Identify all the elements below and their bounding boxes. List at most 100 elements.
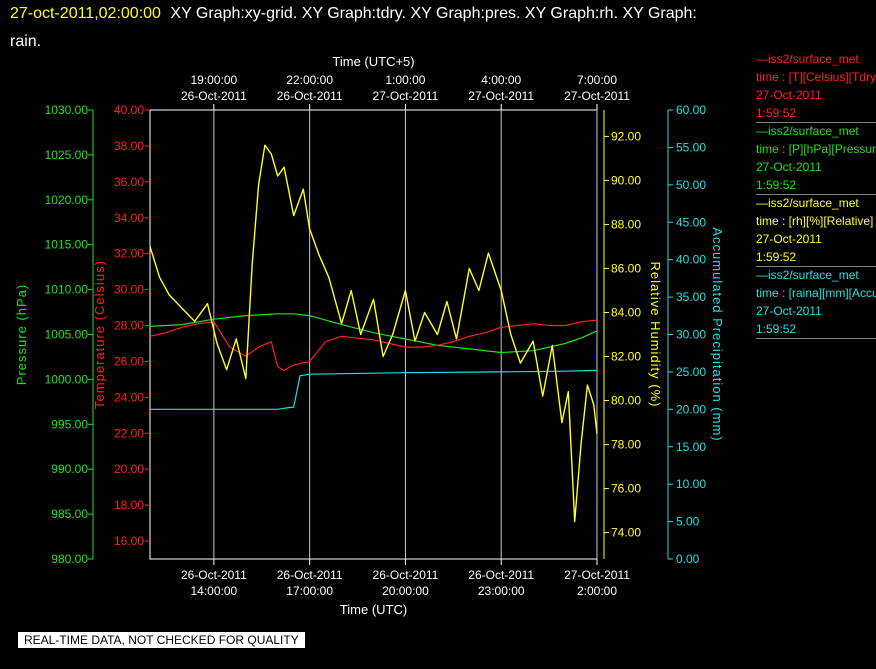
y-tick-label: 60.00 [676, 103, 706, 117]
legend-line: 27-Oct-2011 [756, 160, 822, 174]
y-tick-label: 76.00 [611, 482, 641, 496]
y-tick-label: 92.00 [611, 129, 641, 143]
x2-tick-label-date: 27-Oct-2011 [564, 89, 630, 103]
legend-entry-pressure: —iss2/surface_met time : [P][hPa][Pressu… [756, 122, 876, 195]
y-tick-label: 45.00 [676, 215, 706, 229]
y-tick-label: 1010.00 [45, 283, 89, 297]
x2-tick-label-time: 19:00:00 [190, 73, 237, 87]
x2-tick-label-time: 4:00:00 [481, 73, 521, 87]
y-tick-label: 5.00 [676, 515, 700, 529]
y-tick-label: 86.00 [611, 261, 641, 275]
y-tick-label: 82.00 [611, 350, 641, 364]
x2-tick-label-date: 27-Oct-2011 [373, 89, 439, 103]
x-tick-label-date: 26-Oct-2011 [468, 568, 534, 582]
legend-entry-rh: —iss2/surface_met time : [rh][%][Relativ… [756, 194, 876, 267]
y-tick-label: 1020.00 [45, 193, 89, 207]
x2-tick-label-time: 1:00:00 [385, 73, 425, 87]
y-axis-title: Relative Humidity (%) [648, 262, 663, 408]
y-tick-label: 1030.00 [45, 103, 89, 117]
x-axis-label: Time (UTC) [340, 602, 407, 617]
y-tick-label: 32.00 [114, 247, 144, 261]
x-tick-label-time: 23:00:00 [478, 584, 525, 598]
y-tick-label: 78.00 [611, 438, 641, 452]
x2-tick-label-time: 22:00:00 [286, 73, 333, 87]
legend-line: 1:59:52 [756, 248, 876, 267]
plot-frame [149, 109, 598, 560]
legend-line: time : [raina][mm][Accum] [756, 286, 876, 300]
chart-header-line2: rain. [10, 33, 42, 50]
y-tick-label: 1005.00 [45, 328, 89, 342]
y-tick-label: 30.00 [114, 283, 144, 297]
y-tick-label: 38.00 [114, 139, 144, 153]
legend-line: 1:59:52 [756, 320, 876, 339]
x2-tick-label-date: 27-Oct-2011 [468, 89, 534, 103]
timestamp: 27-oct-2011,02:00:00 [10, 5, 161, 22]
y-tick-label: 16.00 [114, 534, 144, 548]
legend-entry-tdry: —iss2/surface_met time : [T][Celsius][Td… [756, 50, 876, 123]
legend-line: time : [rh][%][Relative] [756, 214, 874, 228]
y-tick-label: 84.00 [611, 305, 641, 319]
legend-line: —iss2/surface_met [756, 196, 859, 210]
y-tick-label: 18.00 [114, 498, 144, 512]
x2-tick-label-date: 26-Oct-2011 [277, 89, 343, 103]
y-axis-title: Accumulated Precipitation (mm) [710, 227, 725, 441]
x-tick-label-time: 17:00:00 [286, 584, 333, 598]
x-tick-label-date: 26-Oct-2011 [181, 568, 247, 582]
y-tick-label: 40.00 [114, 103, 144, 117]
legend-line: 27-Oct-2011 [756, 88, 822, 102]
y-tick-label: 1015.00 [45, 238, 89, 252]
y-tick-label: 22.00 [114, 426, 144, 440]
y-tick-label: 25.00 [676, 365, 706, 379]
y-tick-label: 55.00 [676, 140, 706, 154]
x2-tick-label-time: 7:00:00 [577, 73, 617, 87]
y-tick-label: 990.00 [51, 462, 88, 476]
graph-list: XY Graph:xy-grid. XY Graph:tdry. XY Grap… [170, 5, 697, 22]
y-tick-label: 34.00 [114, 211, 144, 225]
y-axis-title: Temperature (Celsius) [92, 260, 107, 409]
quality-note: REAL-TIME DATA, NOT CHECKED FOR QUALITY [18, 632, 305, 648]
y-tick-label: 10.00 [676, 477, 706, 491]
legend-line: —iss2/surface_met [756, 52, 859, 66]
legend-line: 1:59:52 [756, 176, 876, 195]
y-tick-label: 20.00 [114, 462, 144, 476]
x-tick-label-time: 20:00:00 [382, 584, 429, 598]
y-tick-label: 985.00 [51, 507, 88, 521]
y-tick-label: 0.00 [676, 552, 700, 566]
y-tick-label: 74.00 [611, 526, 641, 540]
legend-line: time : [P][hPa][Pressure] [756, 142, 876, 156]
y-tick-label: 50.00 [676, 178, 706, 192]
y-axis-title: Pressure (hPa) [14, 284, 29, 385]
legend-line: 27-Oct-2011 [756, 304, 822, 318]
y-tick-label: 980.00 [51, 552, 88, 566]
legend-line: 27-Oct-2011 [756, 232, 822, 246]
y-tick-label: 90.00 [611, 173, 641, 187]
series-line [149, 144, 598, 523]
y-tick-label: 40.00 [676, 253, 706, 267]
series-line [150, 369, 598, 410]
y-tick-label: 36.00 [114, 175, 144, 189]
y-tick-label: 15.00 [676, 440, 706, 454]
y-tick-label: 26.00 [114, 354, 144, 368]
y-tick-label: 80.00 [611, 394, 641, 408]
x2-tick-label-date: 26-Oct-2011 [181, 89, 247, 103]
x-tick-label-time: 14:00:00 [190, 584, 237, 598]
y-tick-label: 20.00 [676, 402, 706, 416]
chart-header-line1: 27-oct-2011,02:00:00 XY Graph:xy-grid. X… [10, 3, 697, 25]
legend-line: —iss2/surface_met [756, 268, 859, 282]
x-tick-label-date: 26-Oct-2011 [373, 568, 439, 582]
legend-line: time : [T][Celsius][Tdry] [756, 70, 876, 84]
legend-entry-rain: —iss2/surface_met time : [raina][mm][Acc… [756, 266, 876, 339]
legend-line: 1:59:52 [756, 104, 876, 123]
x-tick-label-time: 2:00:00 [577, 584, 617, 598]
x-tick-label-date: 27-Oct-2011 [564, 568, 630, 582]
legend-line: —iss2/surface_met [756, 124, 859, 138]
y-tick-label: 24.00 [114, 390, 144, 404]
y-tick-label: 35.00 [676, 290, 706, 304]
y-tick-label: 88.00 [611, 217, 641, 231]
y-tick-label: 1000.00 [45, 372, 89, 386]
y-tick-label: 30.00 [676, 328, 706, 342]
series-line [149, 319, 598, 371]
y-tick-label: 1025.00 [45, 148, 89, 162]
x2-axis-label: Time (UTC+5) [332, 54, 414, 69]
